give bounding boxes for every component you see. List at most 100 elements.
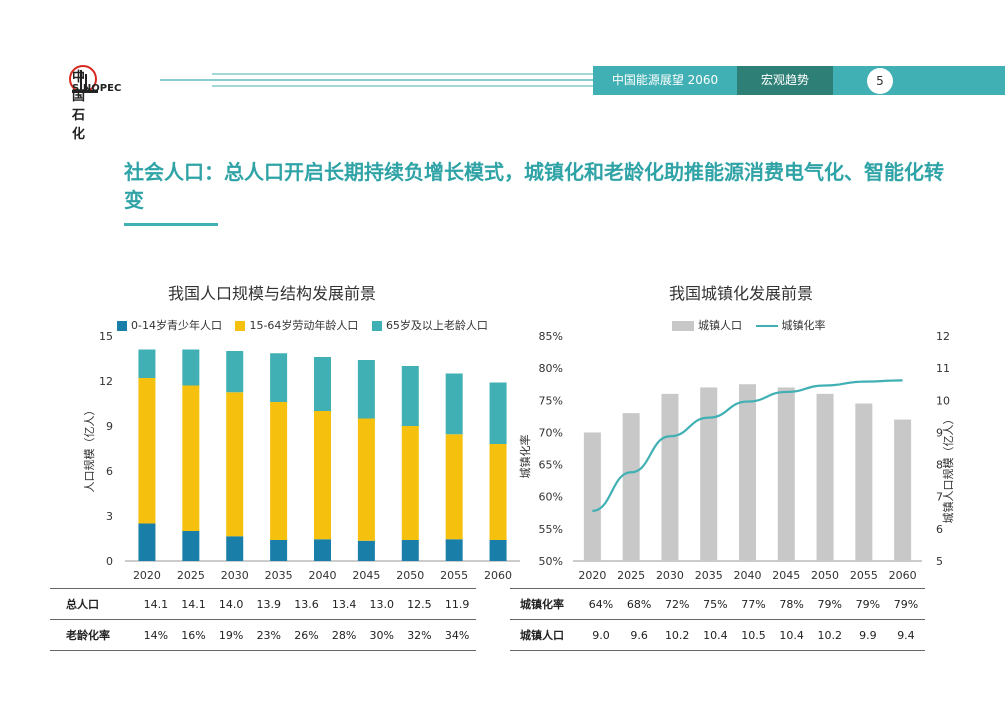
title-underline [124, 223, 218, 226]
y-right-tick-label: 12 [936, 330, 950, 343]
legend-item: 65岁及以上老龄人口 [371, 319, 488, 332]
x-tick-label: 2025 [617, 569, 645, 582]
table-cell: 9.6 [620, 619, 659, 651]
bar-segment [401, 540, 419, 561]
bar-segment [314, 411, 331, 540]
y-axis-label: 人口规模（亿人） [82, 405, 96, 493]
table-cell: 11.9 [438, 588, 476, 620]
logo-cn: 中国石化 [72, 70, 87, 142]
table-cell: 9.0 [582, 619, 621, 651]
bar-segment [182, 531, 200, 561]
bar-segment [357, 540, 375, 561]
table-cell: 10.2 [658, 619, 697, 651]
table-cell: 10.5 [734, 619, 773, 651]
y-left-tick-label: 50% [539, 555, 563, 568]
chart2-data-table: 城镇化率 64% 68% 72% 75% 77% 78% 79% 79% 79% 城镇人口 9.0 9.… [510, 588, 925, 651]
bar-segment [357, 360, 375, 419]
table-cell: 14% [137, 619, 175, 651]
table-row: 城镇化率 64% 68% 72% 75% 77% 78% 79% 79% 79% [510, 588, 925, 620]
chart1-legend: 0-14岁青少年人口 15-64岁劳动年龄人口 65岁及以上老龄人口 [117, 317, 498, 333]
table-cell: 16% [174, 619, 213, 651]
table-cell: 68% [620, 588, 659, 620]
y-right-tick-label: 9 [936, 426, 943, 439]
bar-segment [226, 351, 244, 393]
table-cell: 34% [438, 619, 476, 651]
y-left-tick-label: 55% [539, 523, 563, 536]
legend-label: 65岁及以上老龄人口 [385, 319, 488, 332]
urbanization-rate-line [592, 379, 903, 512]
bar-segment [138, 349, 156, 378]
page-number: 5 [867, 68, 893, 94]
legend-label: 城镇化率 [781, 319, 826, 332]
table-cell: 12.5 [400, 588, 439, 620]
row-header: 老龄化率 [50, 619, 137, 651]
y-right-tick-label: 10 [936, 394, 950, 407]
legend-line [755, 325, 778, 327]
bar-segment [226, 392, 244, 537]
bar [894, 419, 912, 561]
table-cell: 75% [696, 588, 735, 620]
y-left-axis-label: 城镇化率 [518, 435, 532, 479]
bar-segment [445, 539, 463, 561]
bar-segment [138, 523, 156, 561]
sinopec-logo [69, 65, 98, 93]
bar-segment [445, 434, 463, 540]
chart1-data-table: 总人口 14.1 14.1 14.0 13.9 13.6 13.4 13.0 12.5 11.9 老… [50, 588, 476, 651]
bar-segment [226, 536, 244, 561]
y-left-tick-label: 70% [539, 426, 563, 439]
x-tick-label: 2045 [352, 569, 380, 582]
bar [622, 413, 640, 561]
row-header: 城镇化率 [510, 588, 582, 620]
table-cell: 10.2 [810, 619, 849, 651]
bar [777, 387, 795, 561]
legend-label: 15-64岁劳动年龄人口 [249, 319, 359, 332]
header-bar [833, 66, 1005, 95]
y-right-tick-label: 11 [936, 362, 950, 375]
table-row: 总人口 14.1 14.1 14.0 13.9 13.6 13.4 13.0 12.5 11.9 [50, 588, 476, 620]
x-tick-label: 2035 [695, 569, 723, 582]
x-tick-label: 2030 [656, 569, 684, 582]
bar [700, 387, 718, 561]
table-cell: 9.9 [848, 619, 887, 651]
y-tick-label: 12 [99, 375, 113, 388]
y-left-tick-label: 85% [539, 330, 563, 343]
y-right-tick-label: 6 [936, 523, 943, 536]
table-cell: 72% [658, 588, 697, 620]
bar [661, 393, 679, 561]
table-row: 老龄化率 14% 16% 19% 23% 26% 28% 30% 32% 34% [50, 619, 476, 651]
bar [855, 403, 873, 561]
table-cell: 26% [287, 619, 326, 651]
bar-segment [138, 378, 156, 524]
x-tick-label: 2060 [889, 569, 917, 582]
y-right-tick-label: 5 [936, 555, 943, 568]
table-cell: 14.1 [174, 588, 213, 620]
y-left-tick-label: 75% [539, 394, 563, 407]
population-stacked-bar-chart: 0 3 6 9 12 15 人口规模（亿人） 2020 2025 2030 2035 2040 2045… [82, 330, 520, 582]
table-cell: 9.4 [886, 619, 925, 651]
row-header: 总人口 [50, 588, 137, 620]
table-row: 城镇人口 9.0 9.6 10.2 10.4 10.5 10.4 10.2 9.9 9.4 [510, 619, 925, 651]
bar-segment [270, 353, 288, 402]
table-cell: 79% [886, 588, 925, 620]
legend-item: 15-64岁劳动年龄人口 [235, 319, 358, 332]
table-cell: 10.4 [696, 619, 735, 651]
row-header: 城镇人口 [510, 619, 582, 651]
page-title: 社会人口：总人口开启长期持续负增长模式，城镇化和老龄化助推能源消费电气化、智能化… [124, 160, 944, 212]
x-tick-label: 2060 [484, 569, 512, 582]
x-tick-label: 2055 [850, 569, 878, 582]
logo-en: SINOPEC [72, 83, 122, 94]
table-cell: 28% [325, 619, 363, 651]
bar-segment [314, 539, 331, 561]
table-cell: 13.6 [287, 588, 326, 620]
bar-segment [357, 418, 375, 541]
bar [583, 432, 601, 561]
chart2-title: 我国城镇化发展前景 [669, 284, 814, 303]
legend-swatch [672, 321, 694, 331]
table-cell: 19% [212, 619, 250, 651]
table-cell: 64% [582, 588, 621, 620]
x-tick-label: 2030 [221, 569, 249, 582]
table-cell: 13.0 [362, 588, 401, 620]
table-cell: 78% [772, 588, 811, 620]
table-cell: 23% [249, 619, 288, 651]
bar-segment [401, 366, 419, 426]
